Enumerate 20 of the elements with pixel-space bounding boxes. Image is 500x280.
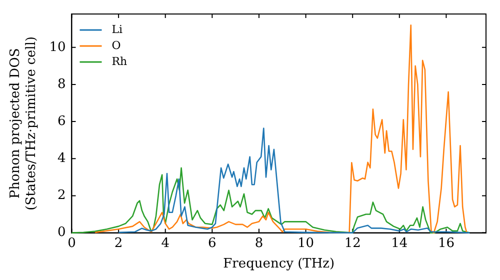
y-tick-label: 10	[49, 40, 66, 55]
x-tick-label: 10	[298, 236, 314, 251]
x-tick-label: 14	[391, 236, 408, 251]
x-tick-label: 0	[68, 236, 76, 251]
legend-label: Rh	[112, 54, 128, 68]
x-tick-label: 16	[438, 236, 454, 251]
x-tick-label: 2	[114, 236, 123, 251]
y-axis-title: Phonon projected DOS (States/THz·primitive cell)	[8, 36, 39, 210]
y-tick-label: 4	[57, 151, 66, 166]
x-tick-label: 8	[254, 236, 264, 251]
x-tick-label: 6	[208, 236, 216, 251]
x-tick-label: 4	[161, 236, 170, 251]
y-tick-label: 6	[57, 114, 66, 129]
y-tick-label: 2	[57, 188, 66, 204]
legend-label: O	[112, 38, 121, 52]
y-tick-label: 0	[57, 225, 66, 240]
x-axis-title: Frequency (THz)	[223, 256, 335, 272]
legend-label: Li	[112, 22, 124, 36]
y-tick-label: 8	[57, 76, 66, 92]
x-tick-label: 12	[344, 236, 361, 251]
